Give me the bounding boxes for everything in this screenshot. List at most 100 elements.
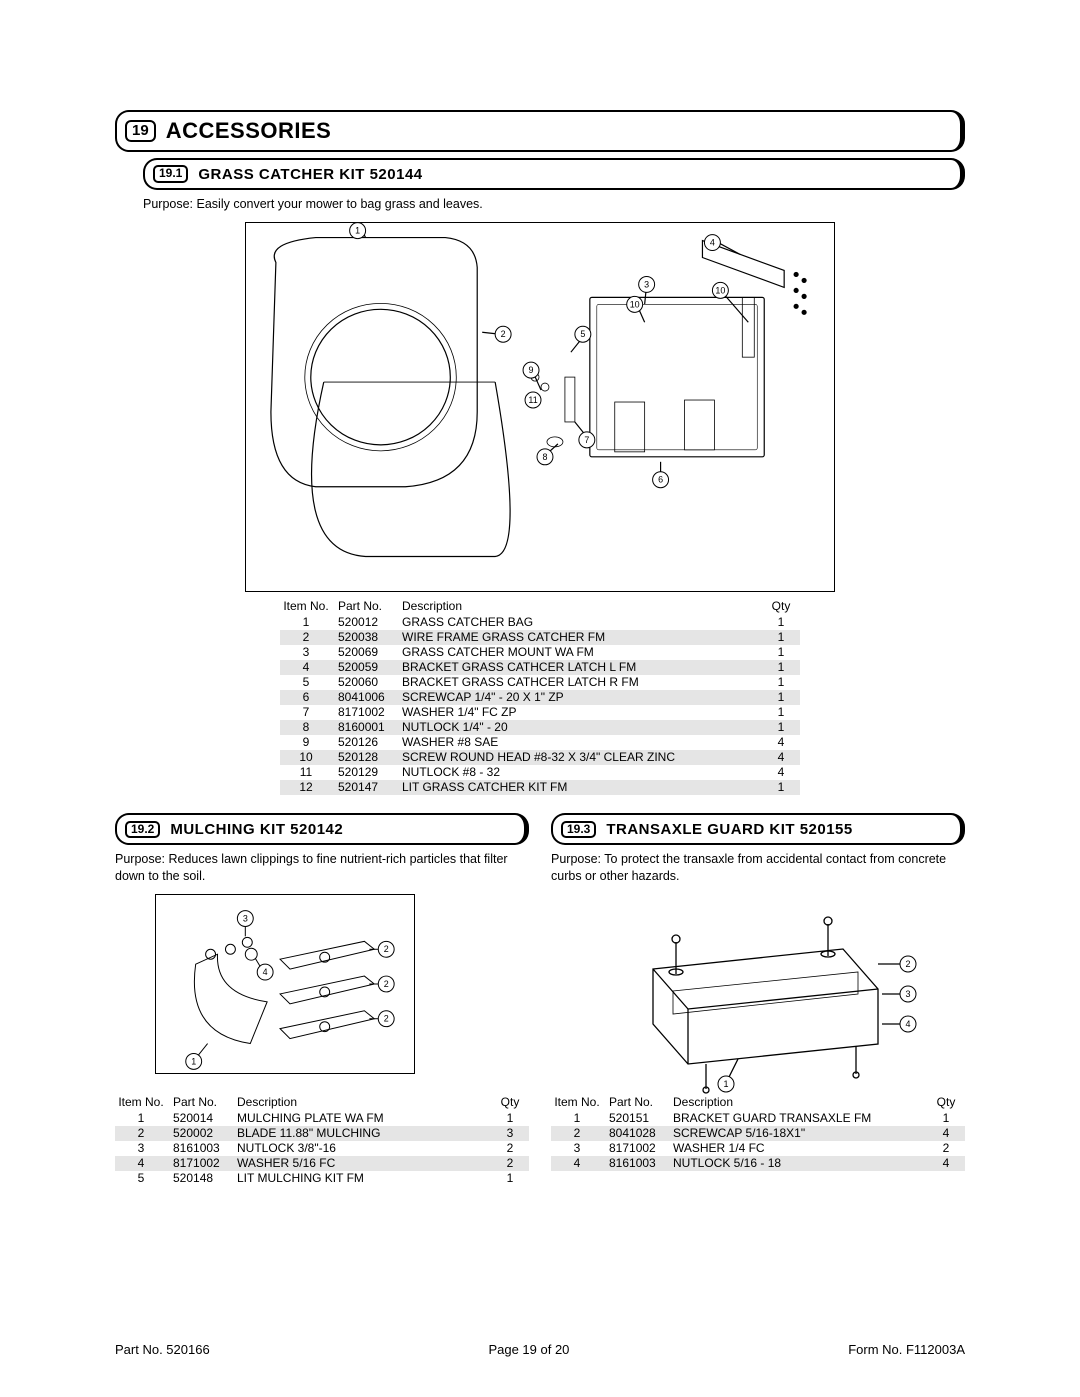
footer-part-no: Part No. 520166: [115, 1342, 210, 1357]
svg-text:3: 3: [905, 989, 910, 999]
subsection-title: MULCHING KIT 520142: [170, 821, 343, 838]
col-desc: Description: [400, 598, 766, 615]
subsection-number-box: 19.1: [153, 165, 188, 182]
table-cell: 1: [551, 1111, 607, 1126]
table-cell: 520147: [336, 780, 400, 795]
svg-text:2: 2: [501, 329, 506, 339]
table-cell: 520012: [336, 615, 400, 630]
table-cell: 520151: [607, 1111, 671, 1126]
table-cell: LIT MULCHING KIT FM: [235, 1171, 495, 1186]
subsection-header-3: 19.3 TRANSAXLE GUARD KIT 520155: [551, 813, 965, 845]
table-cell: NUTLOCK 5/16 - 18: [671, 1156, 931, 1171]
table-cell: 1: [766, 720, 800, 735]
table-cell: 1: [115, 1111, 171, 1126]
svg-text:11: 11: [528, 395, 537, 405]
table-cell: 12: [280, 780, 336, 795]
table-cell: 5: [280, 675, 336, 690]
table-cell: GRASS CATCHER BAG: [400, 615, 766, 630]
col-qty: Qty: [766, 598, 800, 615]
page-footer: Part No. 520166 Page 19 of 20 Form No. F…: [115, 1342, 965, 1357]
col-item: Item No.: [280, 598, 336, 615]
table-cell: 4: [931, 1126, 965, 1141]
table-cell: 3: [495, 1126, 529, 1141]
svg-text:10: 10: [715, 286, 725, 296]
svg-text:10: 10: [630, 300, 640, 310]
diagram-svg: 123456789101011: [246, 222, 834, 592]
subsection-header-1: 19.1 GRASS CATCHER KIT 520144: [143, 158, 965, 190]
footer-form-no: Form No. F112003A: [848, 1342, 965, 1357]
table-cell: 2: [551, 1126, 607, 1141]
table-cell: 1: [495, 1111, 529, 1126]
table-cell: SCREW ROUND HEAD #8-32 X 3/4" CLEAR ZINC: [400, 750, 766, 765]
svg-text:1: 1: [191, 1056, 196, 1066]
subsection-number-box: 19.3: [561, 821, 596, 838]
footer-page: Page 19 of 20: [488, 1342, 569, 1357]
purpose-text: Purpose: Reduces lawn clippings to fine …: [115, 851, 529, 884]
table-row: 38171002WASHER 1/4 FC2: [551, 1141, 965, 1156]
table-cell: 4: [766, 765, 800, 780]
table-cell: 520148: [171, 1171, 235, 1186]
col-desc: Description: [235, 1094, 495, 1111]
table-cell: 3: [551, 1141, 607, 1156]
table-cell: BRACKET GRASS CATHCER LATCH R FM: [400, 675, 766, 690]
table-row: 1520151BRACKET GUARD TRANSAXLE FM1: [551, 1111, 965, 1126]
table-row: 48161003NUTLOCK 5/16 - 184: [551, 1156, 965, 1171]
table-cell: 4: [551, 1156, 607, 1171]
table-cell: 11: [280, 765, 336, 780]
table-row: 12520147LIT GRASS CATCHER KIT FM1: [280, 780, 800, 795]
table-cell: 1: [766, 690, 800, 705]
table-cell: 1: [766, 780, 800, 795]
table-cell: 520002: [171, 1126, 235, 1141]
table-row: 28041028SCREWCAP 5/16-18X1"4: [551, 1126, 965, 1141]
col-part: Part No.: [171, 1094, 235, 1111]
table-cell: 2: [495, 1141, 529, 1156]
table-cell: 6: [280, 690, 336, 705]
table-cell: SCREWCAP 5/16-18X1": [671, 1126, 931, 1141]
col-qty: Qty: [495, 1094, 529, 1111]
parts-table-3: Item No. Part No. Description Qty 152015…: [551, 1094, 965, 1171]
table-cell: 8171002: [336, 705, 400, 720]
table-cell: BRACKET GRASS CATHCER LATCH L FM: [400, 660, 766, 675]
svg-text:3: 3: [644, 280, 649, 290]
table-cell: 8: [280, 720, 336, 735]
svg-text:1: 1: [723, 1079, 728, 1089]
table-cell: 8041006: [336, 690, 400, 705]
table-row: 48171002WASHER 5/16 FC2: [115, 1156, 529, 1171]
table-cell: 4: [766, 750, 800, 765]
table-cell: 3: [280, 645, 336, 660]
table-cell: WASHER 1/4" FC ZP: [400, 705, 766, 720]
col-item: Item No.: [551, 1094, 607, 1111]
table-row: 78171002WASHER 1/4" FC ZP1: [280, 705, 800, 720]
purpose-text: Purpose: To protect the transaxle from a…: [551, 851, 965, 884]
table-cell: WASHER #8 SAE: [400, 735, 766, 750]
table-cell: WIRE FRAME GRASS CATCHER FM: [400, 630, 766, 645]
table-row: 9520126WASHER #8 SAE4: [280, 735, 800, 750]
table-cell: 1: [766, 630, 800, 645]
svg-text:6: 6: [658, 475, 663, 485]
table-row: 11520129NUTLOCK #8 - 324: [280, 765, 800, 780]
table-cell: 520129: [336, 765, 400, 780]
subsection-title: TRANSAXLE GUARD KIT 520155: [606, 821, 852, 838]
svg-text:2: 2: [384, 979, 389, 989]
table-row: 88160001NUTLOCK 1/4" - 201: [280, 720, 800, 735]
parts-table-1: Item No. Part No. Description Qty 152001…: [280, 598, 800, 795]
table-cell: 10: [280, 750, 336, 765]
table-row: 10520128SCREW ROUND HEAD #8-32 X 3/4" CL…: [280, 750, 800, 765]
svg-text:4: 4: [905, 1019, 910, 1029]
table-cell: 520069: [336, 645, 400, 660]
table-cell: 8160001: [336, 720, 400, 735]
svg-text:4: 4: [263, 967, 268, 977]
table-cell: 1: [766, 705, 800, 720]
table-cell: NUTLOCK 1/4" - 20: [400, 720, 766, 735]
table-cell: 520014: [171, 1111, 235, 1126]
table-cell: 8171002: [171, 1156, 235, 1171]
subsection-number-box: 19.2: [125, 821, 160, 838]
table-cell: 1: [931, 1111, 965, 1126]
table-row: 4520059BRACKET GRASS CATHCER LATCH L FM1: [280, 660, 800, 675]
table-cell: 520059: [336, 660, 400, 675]
table-cell: 9: [280, 735, 336, 750]
table-cell: 8041028: [607, 1126, 671, 1141]
table-cell: 5: [115, 1171, 171, 1186]
table-cell: 4: [280, 660, 336, 675]
svg-text:7: 7: [584, 435, 589, 445]
